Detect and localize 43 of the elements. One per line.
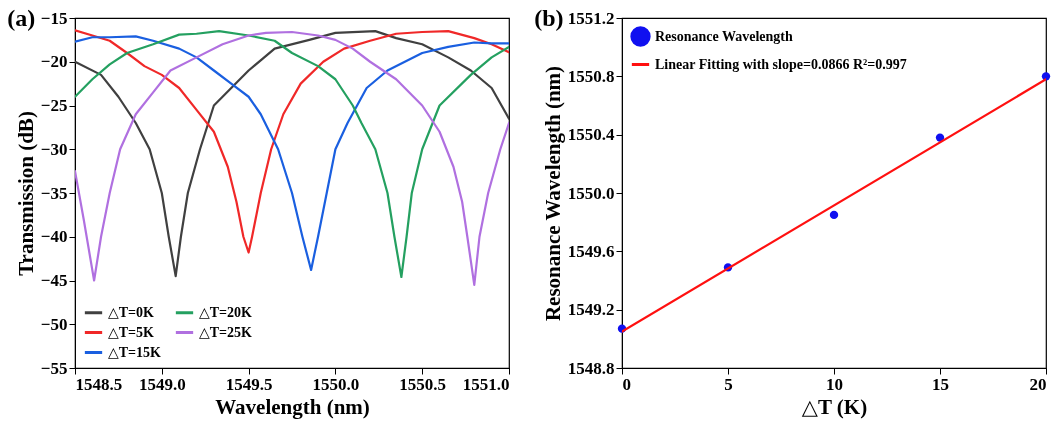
point (829, 210, 839, 220)
x-tick-label: 1551.0 (462, 374, 510, 394)
x-tick-label: 1549.5 (225, 374, 273, 394)
legend-label: Linear Fitting with slope=0.0866 R²=0.997 (655, 56, 907, 72)
x-tick-label: 5 (724, 374, 733, 394)
y-tick-label: 1551.2 (567, 8, 615, 28)
y-axis-title: Resonance Wavelength (nm) (540, 65, 565, 322)
chart-title: (a) (7, 5, 36, 31)
y-tick-label: −30 (40, 139, 68, 159)
y-tick-label: −50 (40, 314, 68, 334)
y-tick-label: −35 (40, 183, 68, 203)
legend-label: △T=0K (108, 304, 155, 320)
point (935, 133, 945, 142)
y-tick-label: 1548.8 (567, 358, 615, 378)
legend-label: △T=15K (108, 344, 162, 360)
legend-label: Resonance Wavelength (655, 28, 794, 44)
y-tick-label: 1550.0 (567, 183, 615, 203)
x-tick-label: 20 (1029, 374, 1047, 394)
x-axis-title: △T (K) (801, 394, 868, 419)
x-tick-label: 1549.0 (138, 374, 186, 394)
legend-label: △T=25K (199, 324, 253, 340)
y-axis-title: Transmission (dB) (13, 111, 38, 276)
y-tick-label: 1549.2 (567, 300, 615, 320)
y-tick-label: 1549.6 (567, 241, 615, 261)
y-tick-label: −55 (40, 358, 68, 378)
y-tick-label: 1550.4 (567, 125, 615, 145)
x-axis-title: Wavelength (nm) (215, 394, 370, 419)
legend-label: △T=20K (199, 304, 253, 320)
y-tick-label: −25 (40, 96, 68, 115)
chart-title: (b) (534, 5, 564, 31)
x-tick-label: 10 (826, 374, 843, 394)
point (1041, 72, 1051, 81)
legend-label: △T=5K (108, 324, 155, 340)
y-tick-label: −40 (40, 227, 68, 247)
x-tick-label: 1550.0 (312, 374, 360, 394)
y-tick-label: −45 (40, 271, 68, 290)
x-tick-label: 1548.5 (75, 374, 123, 394)
y-tick-label: 1550.8 (567, 66, 615, 86)
y-tick-label: −15 (40, 8, 68, 28)
x-tick-label: 1550.5 (399, 374, 447, 394)
y-tick-label: −20 (40, 52, 68, 72)
x-tick-label: 15 (932, 374, 949, 394)
x-tick-label: 0 (622, 374, 631, 394)
